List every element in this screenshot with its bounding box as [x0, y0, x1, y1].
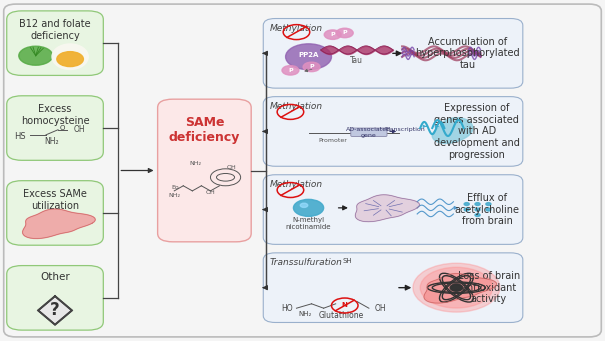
FancyBboxPatch shape	[263, 18, 523, 88]
Text: Excess SAMe
utilization: Excess SAMe utilization	[23, 189, 87, 211]
Circle shape	[420, 267, 492, 308]
Circle shape	[464, 208, 469, 211]
Text: SAMe
deficiency: SAMe deficiency	[169, 116, 240, 144]
Ellipse shape	[52, 44, 88, 70]
Polygon shape	[355, 195, 419, 222]
Text: Methylation: Methylation	[269, 24, 322, 33]
Text: Methylation: Methylation	[269, 102, 322, 111]
Text: N-methyl
nicotinamide: N-methyl nicotinamide	[286, 217, 332, 229]
Text: OH: OH	[227, 165, 237, 169]
Polygon shape	[22, 209, 95, 238]
Circle shape	[57, 51, 83, 66]
FancyBboxPatch shape	[4, 4, 601, 337]
Text: Accumulation of
hyperphosphorylated
tau: Accumulation of hyperphosphorylated tau	[415, 37, 520, 70]
Polygon shape	[38, 296, 72, 325]
Text: Eo: Eo	[171, 185, 179, 190]
Polygon shape	[424, 273, 497, 303]
Text: O: O	[59, 125, 65, 131]
Text: PP2A: PP2A	[298, 52, 319, 58]
Circle shape	[286, 44, 332, 70]
Text: NH₂: NH₂	[168, 193, 180, 198]
Text: AD-associated
gene: AD-associated gene	[346, 127, 391, 138]
Text: Other: Other	[40, 272, 70, 282]
FancyBboxPatch shape	[7, 181, 103, 245]
Text: Efflux of
acetylcholine
from brain: Efflux of acetylcholine from brain	[455, 193, 520, 226]
Text: P: P	[288, 68, 293, 73]
Circle shape	[293, 199, 324, 216]
Text: Excess
homocysteine: Excess homocysteine	[21, 104, 90, 126]
Text: Transcription: Transcription	[385, 127, 425, 132]
Text: NH₂: NH₂	[45, 137, 59, 146]
Text: N: N	[342, 302, 348, 309]
FancyBboxPatch shape	[263, 97, 523, 166]
Text: HO: HO	[281, 305, 293, 313]
Text: Tau: Tau	[350, 56, 364, 65]
Circle shape	[486, 203, 491, 206]
FancyBboxPatch shape	[351, 128, 387, 136]
Circle shape	[486, 208, 491, 211]
Circle shape	[19, 46, 53, 65]
Text: P: P	[309, 64, 314, 70]
Circle shape	[450, 284, 463, 291]
FancyBboxPatch shape	[158, 99, 251, 242]
Circle shape	[475, 208, 480, 211]
Circle shape	[303, 62, 320, 72]
Text: P: P	[330, 32, 335, 37]
Text: Methylation: Methylation	[269, 180, 322, 189]
Text: Glutathione: Glutathione	[319, 311, 364, 320]
FancyBboxPatch shape	[7, 96, 103, 160]
Circle shape	[336, 28, 353, 38]
Circle shape	[475, 203, 480, 206]
Text: Loss of brain
antioxidant
activity: Loss of brain antioxidant activity	[457, 271, 520, 304]
Text: P: P	[342, 30, 347, 35]
Text: OH: OH	[73, 125, 85, 134]
Circle shape	[324, 30, 341, 40]
Text: SH: SH	[343, 258, 353, 264]
Circle shape	[464, 203, 469, 206]
Text: OH: OH	[375, 304, 387, 313]
Circle shape	[282, 65, 299, 75]
Circle shape	[413, 263, 500, 312]
Text: NH₂: NH₂	[299, 311, 312, 317]
FancyBboxPatch shape	[7, 266, 103, 330]
Text: NH₂: NH₂	[189, 161, 201, 166]
FancyBboxPatch shape	[263, 175, 523, 244]
Circle shape	[451, 285, 462, 291]
Text: Promoter: Promoter	[318, 138, 347, 143]
Polygon shape	[432, 118, 473, 143]
FancyBboxPatch shape	[7, 11, 103, 75]
Text: HS: HS	[14, 132, 25, 141]
FancyBboxPatch shape	[263, 253, 523, 323]
Text: Transsulfuration: Transsulfuration	[269, 258, 342, 267]
Circle shape	[300, 203, 308, 207]
Text: B12 and folate
deficiency: B12 and folate deficiency	[19, 19, 91, 41]
Text: ?: ?	[50, 301, 60, 320]
Circle shape	[475, 213, 480, 217]
Text: OH: OH	[206, 190, 215, 195]
Text: Expression of
genes associated
with AD
development and
progression: Expression of genes associated with AD d…	[434, 103, 520, 160]
